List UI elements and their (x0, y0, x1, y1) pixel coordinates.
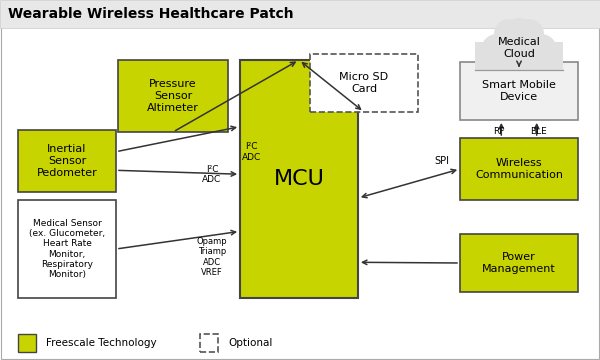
Text: I²C
ADC: I²C ADC (202, 165, 221, 184)
Text: Medical Sensor
(ex. Glucometer,
Heart Rate
Monitor,
Respiratory
Monitor): Medical Sensor (ex. Glucometer, Heart Ra… (29, 219, 105, 279)
Bar (310, 54, 418, 112)
Text: Micro SD
Card: Micro SD Card (340, 72, 389, 94)
Text: I²C
ADC: I²C ADC (242, 142, 261, 162)
Text: Freescale Technology: Freescale Technology (46, 338, 157, 348)
Text: RF: RF (494, 127, 505, 136)
Text: SPI: SPI (434, 156, 449, 166)
Circle shape (505, 18, 533, 46)
Text: Inertial
Sensor
Pedometer: Inertial Sensor Pedometer (37, 144, 97, 177)
Bar (460, 138, 578, 200)
Text: Wearable Wireless Healthcare Patch: Wearable Wireless Healthcare Patch (8, 7, 293, 21)
Text: Smart Mobile
Device: Smart Mobile Device (482, 80, 556, 102)
Text: Medical
Cloud: Medical Cloud (497, 37, 541, 59)
Bar (240, 60, 358, 298)
Bar (460, 62, 578, 120)
Circle shape (525, 34, 557, 66)
Bar (0, 0, 600, 28)
Bar (18, 200, 116, 298)
Text: Pressure
Sensor
Altimeter: Pressure Sensor Altimeter (147, 80, 199, 113)
Bar (200, 334, 218, 352)
Text: MCU: MCU (274, 169, 325, 189)
Bar (118, 60, 228, 132)
Text: Power
Management: Power Management (482, 252, 556, 274)
Circle shape (494, 19, 524, 49)
Bar (460, 234, 578, 292)
Text: Optional: Optional (228, 338, 272, 348)
Bar (18, 334, 36, 352)
Text: Opamp
Triamp
ADC
VREF: Opamp Triamp ADC VREF (197, 237, 227, 277)
Text: Wireless
Communication: Wireless Communication (475, 158, 563, 180)
Text: BLE: BLE (530, 127, 547, 136)
Circle shape (514, 19, 544, 49)
Bar (475, 42, 563, 70)
Circle shape (481, 34, 513, 66)
Bar (18, 130, 116, 192)
Circle shape (497, 22, 541, 66)
